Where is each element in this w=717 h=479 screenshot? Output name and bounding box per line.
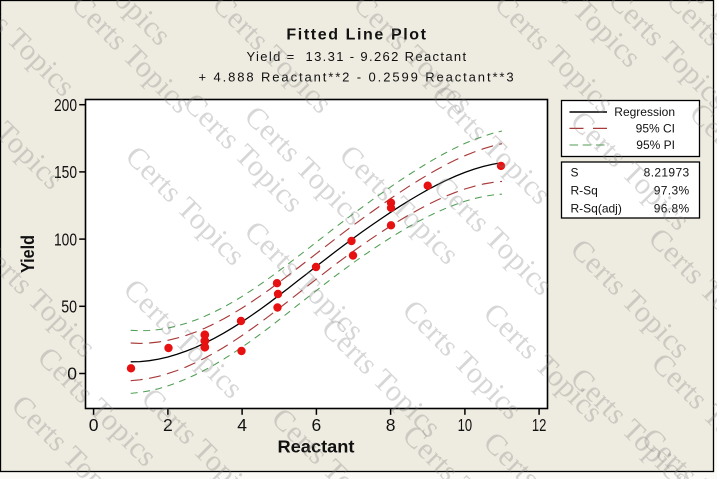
svg-text:S: S (571, 166, 579, 180)
svg-text:Yield = 13.31 - 9.262 Reactan: Yield = 13.31 - 9.262 Reactant (247, 49, 468, 64)
svg-text:Fitted Line Plot: Fitted Line Plot (286, 27, 427, 44)
svg-text:150: 150 (54, 162, 77, 182)
svg-text:R-Sq: R-Sq (571, 184, 598, 198)
svg-text:Reactant: Reactant (278, 437, 355, 457)
svg-text:95% PI: 95% PI (636, 138, 675, 152)
svg-text:95% CI: 95% CI (636, 122, 675, 136)
svg-text:0: 0 (89, 415, 99, 435)
svg-text:10: 10 (458, 415, 473, 435)
svg-text:96.8%: 96.8% (654, 202, 690, 216)
svg-text:Regression: Regression (614, 105, 675, 119)
svg-text:100: 100 (54, 229, 77, 249)
svg-text:50: 50 (61, 297, 77, 317)
svg-text:8: 8 (386, 415, 396, 435)
svg-text:0: 0 (67, 364, 77, 384)
svg-text:+ 4.888 Reactant**2 - 0.2599 R: + 4.888 Reactant**2 - 0.2599 Reactant**3 (198, 70, 515, 85)
svg-text:2: 2 (163, 415, 173, 435)
svg-text:6: 6 (312, 415, 322, 435)
svg-text:97.3%: 97.3% (654, 184, 690, 198)
svg-text:8.21973: 8.21973 (644, 166, 690, 180)
svg-text:R-Sq(adj): R-Sq(adj) (571, 202, 622, 216)
svg-text:4: 4 (237, 415, 247, 435)
svg-text:12: 12 (532, 415, 547, 435)
svg-text:200: 200 (54, 95, 77, 115)
svg-text:Yield: Yield (18, 235, 38, 273)
